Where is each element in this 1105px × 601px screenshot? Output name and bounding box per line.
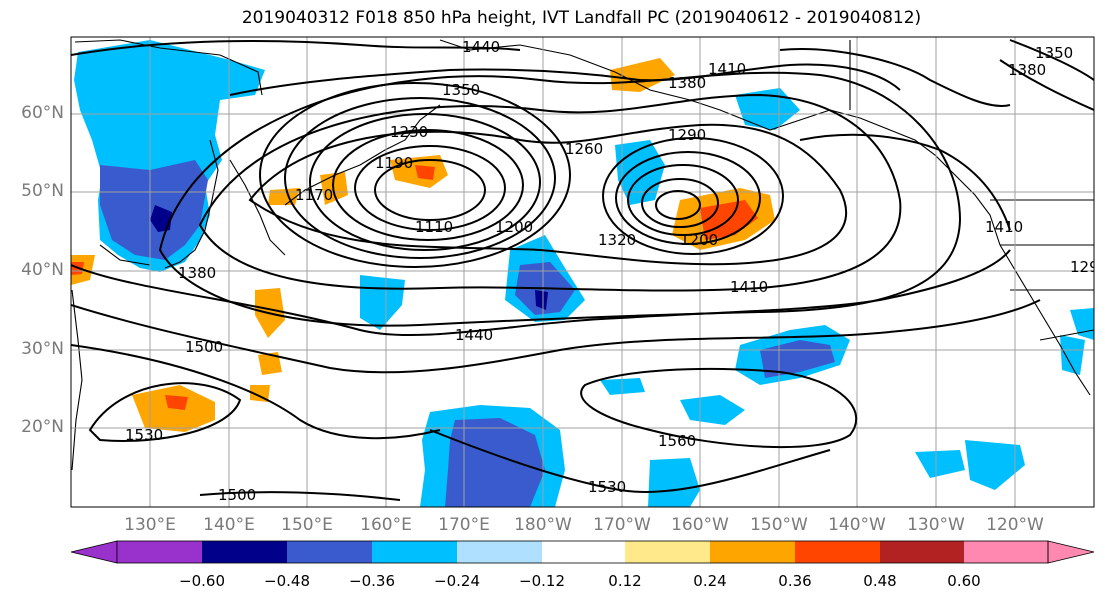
colorbar-tick-label: 0.60 (947, 572, 981, 590)
gridlines (71, 37, 1094, 507)
colorbar-tick-label: −0.36 (349, 572, 395, 590)
contour-label: 1170 (295, 186, 333, 204)
lon-label: 140°E (203, 515, 255, 535)
colorbar-tick-label: −0.60 (179, 572, 225, 590)
lat-label: 50°N (21, 181, 64, 201)
colorbar-extend-min (70, 540, 118, 564)
map-frame (70, 36, 1095, 508)
contour-label: 1380 (1008, 61, 1046, 79)
contour-label: 1190 (375, 154, 413, 172)
contour-label: 1380 (668, 74, 706, 92)
lon-label: 140°W (828, 515, 886, 535)
ivt-positive-shading (71, 58, 775, 432)
page-title: 2019040312 F018 850 hPa height, IVT Land… (241, 8, 922, 28)
contour-label: 1410 (708, 60, 746, 78)
contour-label: 1530 (588, 478, 626, 496)
lon-label: 170°E (438, 515, 490, 535)
contour-label: 1440 (455, 326, 493, 344)
contour-label: 1290 (1070, 258, 1105, 276)
lon-label: 130°E (124, 515, 176, 535)
colorbar-bin (710, 541, 795, 563)
colorbar-bin (625, 541, 710, 563)
height-contours (71, 39, 1094, 501)
contour-label: 1560 (658, 432, 696, 450)
contour-label: 1410 (730, 278, 768, 296)
colorbar (70, 540, 1095, 564)
contour-label: 1530 (125, 426, 163, 444)
colorbar-tick-label: 0.24 (693, 572, 727, 590)
lat-label: 30°N (21, 339, 64, 359)
colorbar-tick-label: 0.12 (608, 572, 642, 590)
contour-label: 1230 (390, 123, 428, 141)
colorbar-bin (795, 541, 880, 563)
contour-labels: 1440 1410 1380 1350 1350 1380 1230 1290 … (125, 38, 1105, 504)
colorbar-bin (880, 541, 964, 563)
contour-label: 1350 (442, 81, 480, 99)
colorbar-bin (287, 541, 372, 563)
colorbar-bin (202, 541, 287, 563)
contour-label: 1380 (178, 264, 216, 282)
contour-label: 1260 (565, 140, 603, 158)
lat-label: 40°N (21, 260, 64, 280)
map-area: 1440 1410 1380 1350 1350 1380 1230 1290 … (71, 37, 1105, 507)
contour-label: 1500 (185, 338, 223, 356)
colorbar-tick-label: −0.48 (264, 572, 310, 590)
lon-label: 160°E (360, 515, 412, 535)
contour-label: 1440 (462, 38, 500, 56)
colorbar-bin (457, 541, 542, 563)
lon-label: 170°W (593, 515, 651, 535)
lon-label: 180°W (514, 515, 572, 535)
lon-label: 120°W (986, 515, 1044, 535)
ivt-negative-shading (74, 40, 1094, 507)
contour-label: 1200 (495, 218, 533, 236)
contour-label: 1290 (668, 126, 706, 144)
lon-label: 150°W (750, 515, 808, 535)
colorbar-bin (372, 541, 457, 563)
lon-label: 160°W (671, 515, 729, 535)
contour-label: 1320 (598, 231, 636, 249)
colorbar-tick-label: 0.36 (778, 572, 812, 590)
colorbar-tick-label: −0.12 (519, 572, 565, 590)
colorbar-tick-label: 0.48 (863, 572, 897, 590)
contour-label: 1200 (680, 231, 718, 249)
colorbar-bin (117, 541, 202, 563)
colorbar-frame (116, 540, 1049, 564)
colorbar-bin (542, 541, 625, 563)
colorbar-bin (964, 541, 1048, 563)
lon-label: 150°E (281, 515, 333, 535)
lat-label: 20°N (21, 417, 64, 437)
colorbar-tick-label: −0.24 (434, 572, 480, 590)
contour-label: 1410 (985, 218, 1023, 236)
lat-label: 60°N (21, 103, 64, 123)
lon-label: 130°W (907, 515, 965, 535)
contour-label: 1350 (1035, 44, 1073, 62)
contour-label: 1110 (415, 218, 453, 236)
colorbar-extend-max (1047, 540, 1095, 564)
contour-label: 1500 (218, 486, 256, 504)
